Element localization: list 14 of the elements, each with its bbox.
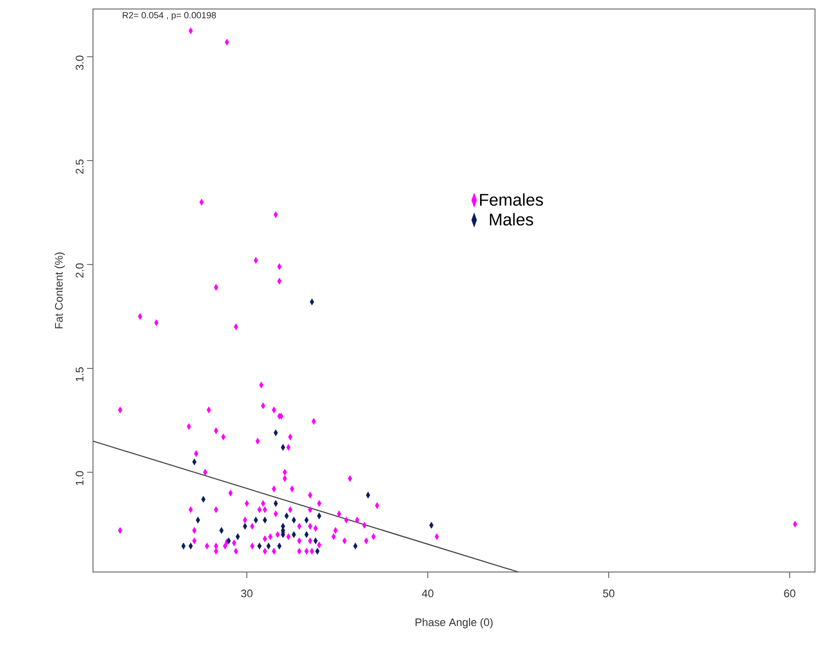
annotation: R2= 0.054 , p= 0.00198 <box>122 12 216 20</box>
x-tick-label: 60 <box>784 590 796 598</box>
x-axis-title: Phase Angle (0) <box>416 618 493 628</box>
x-tick-label: 40 <box>422 590 434 598</box>
y-axis-title: Fat Content (%) <box>54 252 65 328</box>
y-tick-label: 1.0 <box>76 471 84 486</box>
y-tick-label: 1.5 <box>76 367 84 382</box>
x-tick-label: 50 <box>603 590 614 598</box>
y-tick-label: 2.5 <box>76 160 84 174</box>
legend-label: Males <box>490 213 534 226</box>
x-tick-label: 30 <box>241 590 252 598</box>
y-tick-label: 3.0 <box>76 56 84 70</box>
y-tick-label: 2.0 <box>76 263 84 278</box>
legend-label: Females <box>480 193 543 206</box>
